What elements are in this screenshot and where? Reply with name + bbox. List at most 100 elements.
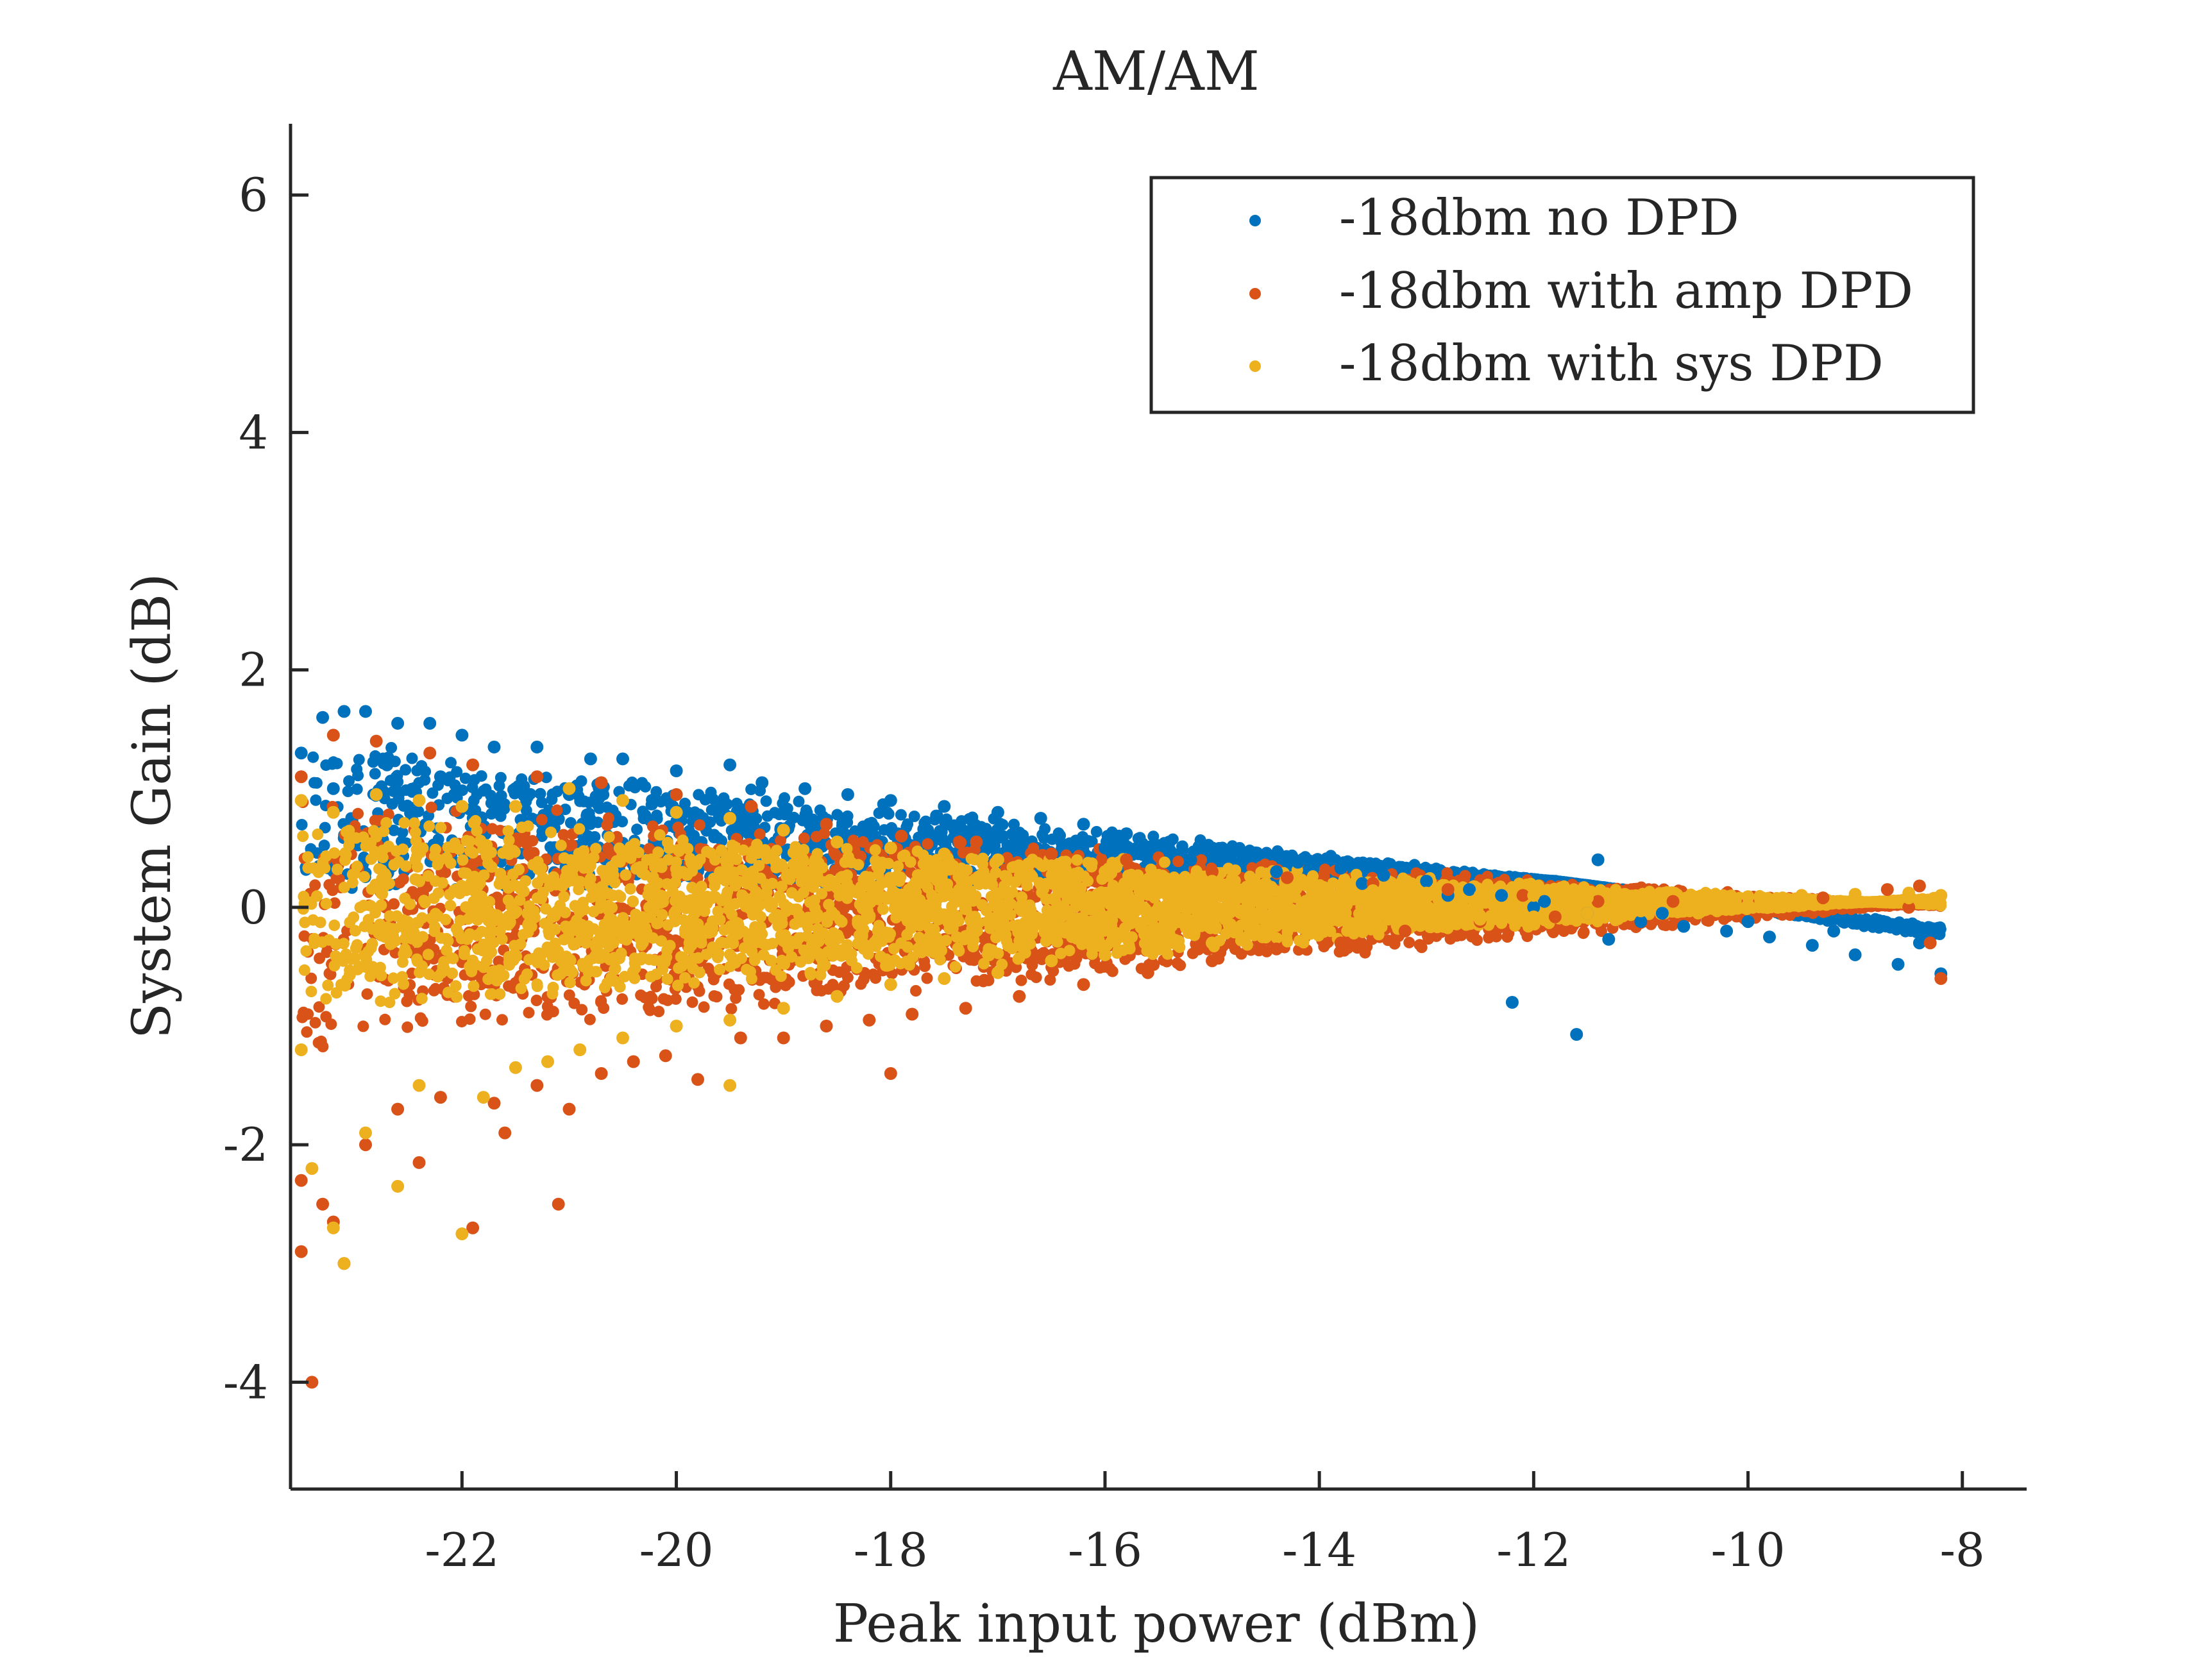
- scatter-point: [643, 843, 655, 855]
- scatter-point: [1038, 947, 1050, 959]
- scatter-point: [1501, 931, 1514, 943]
- scatter-point: [602, 842, 614, 854]
- scatter-point: [841, 972, 854, 984]
- scatter-point: [847, 834, 859, 846]
- scatter-point: [592, 816, 604, 829]
- scatter-point: [391, 785, 403, 797]
- scatter-point: [468, 856, 480, 868]
- scatter-point: [935, 824, 947, 836]
- scatter-point: [709, 831, 721, 843]
- scatter-point: [479, 1008, 491, 1020]
- scatter-point: [318, 839, 330, 852]
- scatter-point: [314, 952, 326, 964]
- scatter-point: [522, 847, 534, 859]
- scatter-point: [466, 781, 478, 793]
- scatter-point: [401, 1021, 414, 1033]
- scatter-point: [616, 993, 629, 1005]
- scatter-point: [367, 756, 379, 768]
- scatter-point: [922, 838, 934, 850]
- scatter-point: [301, 1026, 313, 1038]
- scatter-point: [1134, 832, 1146, 844]
- scatter-point: [786, 813, 798, 824]
- scatter-point: [754, 828, 766, 840]
- scatter-point: [797, 814, 809, 827]
- scatter-point: [1864, 919, 1876, 931]
- scatter-point: [412, 805, 425, 818]
- scatter-point: [403, 989, 416, 1001]
- scatter-point: [775, 834, 786, 846]
- scatter-point: [580, 808, 593, 820]
- scatter-point: [425, 802, 437, 813]
- scatter-point: [1415, 941, 1428, 954]
- scatter-point: [745, 783, 757, 795]
- scatter-point: [1190, 938, 1202, 950]
- scatter-point: [468, 795, 480, 807]
- scatter-point: [1195, 854, 1208, 866]
- scatter-point: [361, 988, 373, 1000]
- scatter-point: [1172, 855, 1185, 868]
- scatter-point: [1312, 853, 1324, 865]
- scatter-point: [388, 824, 400, 836]
- scatter-point: [296, 819, 308, 830]
- scatter-point: [516, 773, 528, 785]
- scatter-point: [636, 777, 648, 789]
- scatter-point: [626, 776, 638, 788]
- scatter-point: [967, 811, 979, 823]
- scatter-point: [746, 820, 758, 832]
- scatter-point: [386, 798, 398, 810]
- scatter-point: [753, 989, 765, 1001]
- scatter-point: [783, 976, 795, 988]
- scatter-point: [445, 757, 457, 769]
- scatter-point: [1008, 818, 1020, 830]
- scatter-point: [357, 1020, 369, 1032]
- scatter-point: [428, 984, 440, 997]
- scatter-point: [702, 963, 714, 975]
- scatter-point: [540, 771, 552, 784]
- scatter-point: [855, 978, 867, 990]
- scatter-point: [978, 973, 990, 986]
- scatter-point: [1521, 931, 1533, 943]
- scatter-point: [551, 786, 563, 798]
- scatter-point: [385, 742, 398, 754]
- scatter-point: [351, 763, 363, 775]
- scatter-point: [1471, 934, 1483, 946]
- scatter-point: [485, 808, 498, 820]
- scatter-point: [870, 972, 882, 984]
- scatter-point: [319, 821, 331, 834]
- scatter-point: [325, 1018, 337, 1031]
- scatter-point: [760, 795, 772, 807]
- scatter-point: [589, 790, 602, 802]
- scatter-point: [918, 955, 931, 967]
- scatter-point: [1070, 952, 1083, 964]
- scatter-point: [643, 1001, 655, 1013]
- scatter-point: [577, 835, 589, 847]
- scatter-point: [637, 813, 650, 825]
- scatter-point: [902, 818, 914, 830]
- scatter-point: [405, 782, 418, 795]
- scatter-point: [995, 832, 1006, 844]
- scatter-point: [793, 795, 805, 807]
- scatter-point: [400, 764, 412, 776]
- scatter-point: [798, 832, 810, 845]
- scatter-point: [308, 777, 320, 789]
- scatter-point: [485, 797, 497, 809]
- scatter-point: [989, 839, 1001, 852]
- scatter-point: [1853, 914, 1865, 926]
- scatter-point: [379, 1013, 391, 1025]
- scatter-point: [459, 772, 471, 784]
- scatter-point: [1933, 925, 1945, 936]
- scatter-point: [1916, 922, 1927, 933]
- scatter-point: [523, 1007, 535, 1019]
- scatter-point: [525, 788, 537, 800]
- scatter-point: [465, 1000, 477, 1013]
- scatter-point: [1147, 830, 1160, 843]
- scatter-point: [881, 806, 893, 818]
- scatter-point: [1577, 927, 1589, 939]
- scatter-point: [494, 810, 507, 822]
- scatter-point: [534, 787, 546, 800]
- scatter-point: [1015, 974, 1027, 986]
- scatter-point: [1321, 852, 1333, 864]
- scatter-point: [1389, 938, 1401, 950]
- scatter-point: [536, 796, 548, 809]
- scatter-point: [1483, 932, 1495, 944]
